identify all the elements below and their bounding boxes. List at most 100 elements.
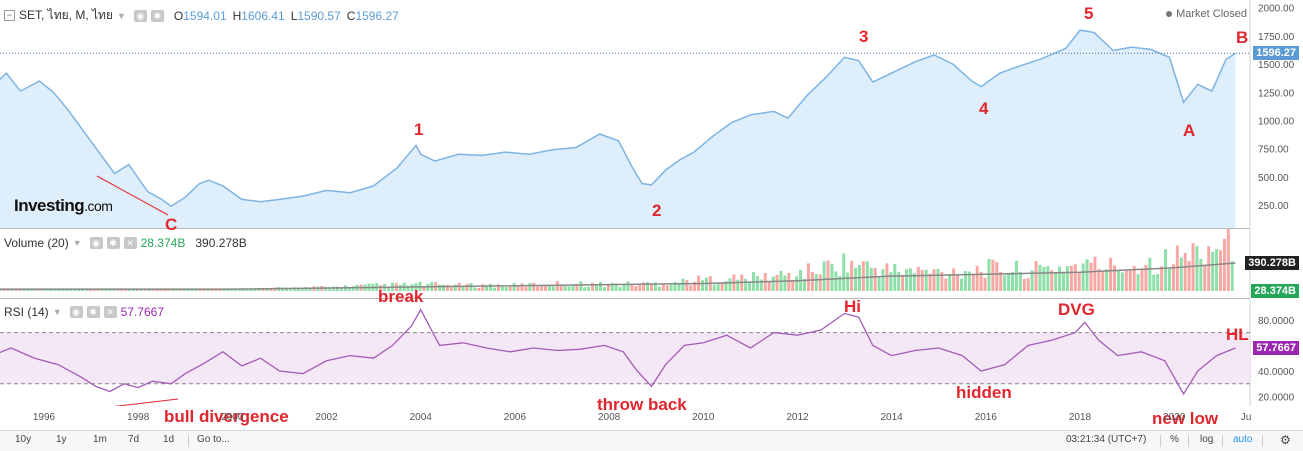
- volume-bar: [1167, 269, 1171, 291]
- volume-bar: [29, 289, 33, 291]
- range-10y-button[interactable]: 10y: [15, 434, 32, 445]
- wave-2-label: 2: [652, 201, 662, 220]
- volume-bar: [41, 289, 45, 291]
- gear-icon[interactable]: ✱: [150, 9, 164, 22]
- volume-bar: [575, 283, 579, 291]
- volume-bar: [139, 289, 143, 291]
- volume-bar: [88, 289, 92, 291]
- range-1d-button[interactable]: 1d: [163, 434, 175, 445]
- volume-bar: [477, 287, 481, 291]
- volume-bar: [300, 289, 304, 291]
- volume-bar: [0, 289, 2, 291]
- gear-icon[interactable]: ✱: [106, 237, 120, 249]
- volume-bar: [748, 282, 752, 291]
- price-chart[interactable]: 2000.001750.001500.001250.001000.00750.0…: [0, 0, 1303, 228]
- volume-bar: [249, 288, 253, 291]
- volume-bar: [1058, 266, 1062, 291]
- wave-b-label: B: [1236, 28, 1249, 47]
- close-icon[interactable]: ✕: [123, 237, 137, 249]
- volume-panel[interactable]: Volume (20) ▼ ◉ ✱ ✕ 28.374B 390.278B 390…: [0, 229, 1303, 298]
- range-1y-button[interactable]: 1y: [56, 434, 67, 445]
- price-tick-label: 1250.00: [1258, 88, 1295, 99]
- volume-bar: [755, 275, 759, 291]
- ohlc-key: H: [232, 8, 242, 23]
- volume-bar: [237, 289, 241, 291]
- price-panel[interactable]: 2000.00 1750.00 1500.00 1250.00 1000.00 750.0…: [0, 0, 1303, 228]
- volume-bar: [493, 287, 497, 291]
- chevron-down-icon[interactable]: ▼: [116, 10, 126, 21]
- ohlc-key: C: [346, 8, 356, 23]
- volume-ma-line: [0, 262, 1236, 290]
- volume-bar: [795, 276, 799, 291]
- time-tick-label: 2012: [786, 412, 809, 423]
- range-7d-button[interactable]: 7d: [128, 434, 140, 445]
- volume-bar: [1109, 257, 1113, 291]
- eye-icon[interactable]: ◉: [89, 237, 103, 249]
- chevron-down-icon[interactable]: ▼: [72, 238, 82, 248]
- percent-button[interactable]: %: [1170, 434, 1179, 445]
- hi-label: Hi: [844, 297, 861, 316]
- volume-bar: [245, 289, 249, 291]
- volume-bar: [771, 276, 775, 291]
- logo-text: Investing: [14, 196, 85, 215]
- collapse-icon[interactable]: −: [4, 10, 15, 21]
- volume-bar: [485, 286, 489, 291]
- volume-bar: [128, 289, 132, 291]
- volume-bar: [112, 289, 116, 291]
- eye-icon[interactable]: ◉: [133, 9, 147, 22]
- volume-bar: [77, 289, 81, 291]
- settings-gear-icon[interactable]: ⚙: [1280, 433, 1291, 447]
- auto-button[interactable]: auto: [1233, 434, 1253, 445]
- volume-bar: [65, 289, 69, 291]
- volume-bar: [1105, 269, 1109, 291]
- volume-value: 28.374B: [140, 236, 186, 250]
- log-button[interactable]: log: [1200, 434, 1214, 445]
- volume-bar: [206, 289, 210, 291]
- time-tick-label: 2002: [315, 412, 338, 423]
- panel-divider[interactable]: [0, 298, 1250, 299]
- volume-bar: [1222, 238, 1226, 291]
- volume-bar: [783, 275, 787, 291]
- volume-bar: [602, 287, 606, 291]
- volume-bar: [618, 286, 622, 291]
- volume-bar: [1218, 250, 1222, 291]
- volume-bar: [1191, 243, 1195, 291]
- volume-bar: [489, 283, 493, 291]
- volume-bar: [194, 289, 198, 291]
- volume-label[interactable]: Volume (20): [4, 236, 69, 250]
- time-axis[interactable]: 1996 1998 2000 2002 2004 2006 2008 2010 2012 2014…: [0, 408, 1251, 430]
- volume-bar: [441, 284, 445, 291]
- panel-divider[interactable]: [0, 228, 1250, 229]
- range-1m-button[interactable]: 1m: [93, 434, 107, 445]
- volume-chart[interactable]: [0, 229, 1303, 298]
- rsi-tick-label: 20.0000: [1258, 393, 1295, 404]
- volume-bar: [720, 283, 724, 291]
- chevron-down-icon[interactable]: ▼: [52, 307, 62, 317]
- symbol-label[interactable]: SET, ไทย, M, ไทย: [19, 8, 113, 22]
- volume-bar: [563, 285, 567, 291]
- eye-icon[interactable]: ◉: [69, 306, 83, 318]
- close-icon[interactable]: ✕: [103, 306, 117, 318]
- volume-bar: [516, 284, 520, 291]
- wave-a-label: A: [1183, 121, 1196, 140]
- goto-button[interactable]: Go to...: [197, 434, 230, 445]
- volume-bar: [1164, 249, 1168, 291]
- gear-icon[interactable]: ✱: [86, 306, 100, 318]
- volume-bar: [987, 258, 991, 291]
- volume-bar: [324, 286, 328, 291]
- volume-bar: [983, 277, 987, 291]
- volume-bar: [1195, 245, 1199, 291]
- rsi-label[interactable]: RSI (14): [4, 305, 49, 319]
- volume-bar: [979, 271, 983, 291]
- volume-bar: [791, 280, 795, 291]
- volume-bar: [1101, 270, 1105, 291]
- hl-label: HL: [1226, 325, 1249, 344]
- time-tick-label: 2006: [503, 412, 527, 423]
- volume-bar: [1069, 265, 1073, 291]
- volume-ma-value: 390.278B: [195, 236, 247, 250]
- wave-5-label: 5: [1084, 4, 1094, 23]
- volume-bar: [630, 284, 634, 291]
- volume-bar: [822, 261, 826, 291]
